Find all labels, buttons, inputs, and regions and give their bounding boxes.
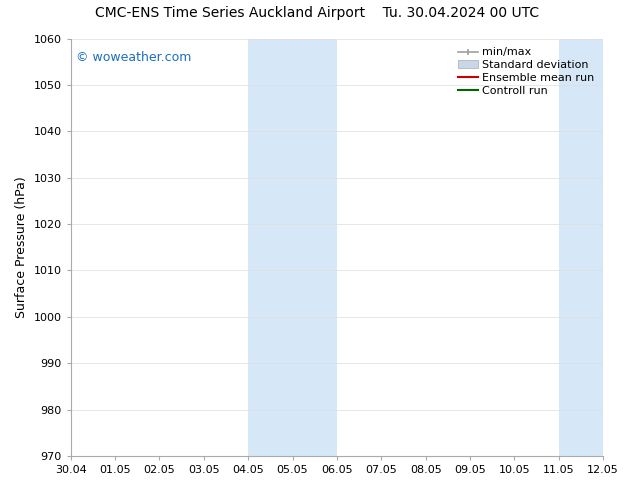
Bar: [559, 39, 603, 456]
Text: CMC-ENS Time Series Auckland Airport    Tu. 30.04.2024 00 UTC: CMC-ENS Time Series Auckland Airport Tu.…: [95, 6, 539, 20]
Text: © woweather.com: © woweather.com: [76, 51, 191, 64]
Bar: [248, 39, 337, 456]
Legend: min/max, Standard deviation, Ensemble mean run, Controll run: min/max, Standard deviation, Ensemble me…: [454, 44, 598, 99]
Y-axis label: Surface Pressure (hPa): Surface Pressure (hPa): [15, 176, 28, 318]
